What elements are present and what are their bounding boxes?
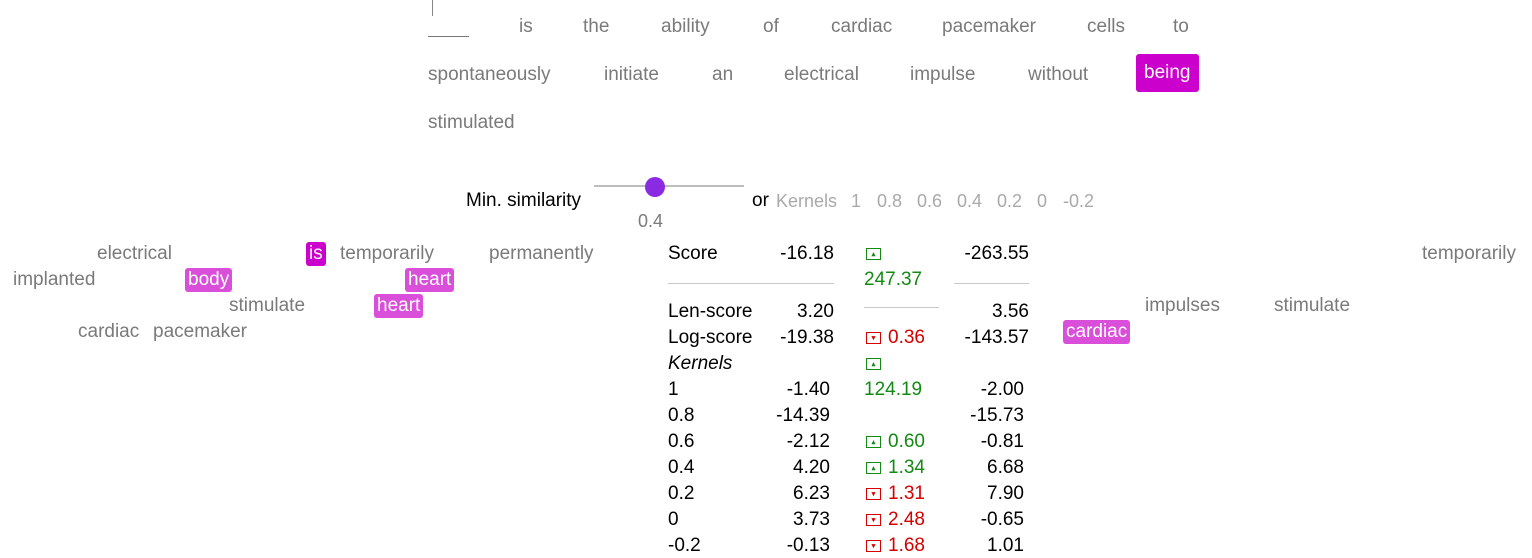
trend-down-icon: ▼ <box>866 514 881 526</box>
kernel-row-left: -1.40 <box>786 379 830 400</box>
kernel-row-diff: 2.48 <box>888 509 925 530</box>
kernel-row-right: 6.68 <box>987 457 1024 478</box>
kernel-row-right: -2.00 <box>980 379 1024 400</box>
sentence-word[interactable]: of <box>763 16 779 37</box>
cloud-word: temporarily <box>1422 243 1516 264</box>
kernel-option[interactable]: -0.2 <box>1063 191 1095 211</box>
kernels-diff: 124.19 <box>864 379 923 400</box>
trend-up-icon: ▲ <box>866 248 881 260</box>
kernel-row-label: 0.2 <box>668 483 695 504</box>
cloud-word: implanted <box>13 269 96 290</box>
cloud-word: pacemaker <box>153 321 247 342</box>
kernel-row-right: 7.90 <box>987 483 1024 504</box>
blank-slot <box>428 36 469 37</box>
len-score-left: 3.20 <box>797 301 834 322</box>
kernel-row-diff: 0.60 <box>888 431 925 452</box>
trend-up-icon: ▲ <box>866 462 881 474</box>
cloud-word: electrical <box>97 243 172 264</box>
cloud-word: stimulate <box>1274 295 1351 316</box>
kernel-row-label: -0.2 <box>668 535 701 556</box>
sentence-word[interactable]: spontaneously <box>428 64 551 85</box>
cloud-word: impulses <box>1145 295 1220 316</box>
kernel-option[interactable]: 0.4 <box>957 191 983 211</box>
sentence-word[interactable]: electrical <box>784 64 859 85</box>
trend-up-icon: ▲ <box>866 436 881 448</box>
sentence-word-selected[interactable]: being <box>1136 54 1199 92</box>
sentence-word[interactable]: cells <box>1087 16 1126 37</box>
log-score-left: -19.38 <box>780 327 834 348</box>
or-label: or <box>752 190 769 211</box>
score-left: -16.18 <box>780 243 834 264</box>
sentence-word[interactable]: an <box>712 64 734 85</box>
kernel-row-right: 1.01 <box>987 535 1024 556</box>
kernel-row-right: -0.65 <box>980 509 1024 530</box>
divider <box>954 283 1029 284</box>
divider <box>864 307 939 308</box>
sentence-word[interactable]: is <box>519 16 533 37</box>
kernel-row-label: 0.6 <box>668 431 695 452</box>
sentence-word[interactable]: stimulated <box>428 112 515 133</box>
sentence-word[interactable]: ability <box>661 16 710 37</box>
kernel-row-label: 0 <box>668 509 679 530</box>
cloud-word-highlight: is <box>306 242 326 266</box>
kernel-option[interactable]: 1 <box>851 191 862 211</box>
kernel-row-left: -14.39 <box>776 405 830 426</box>
divider <box>668 283 834 284</box>
trend-down-icon: ▼ <box>866 488 881 500</box>
kernel-option[interactable]: 0.6 <box>917 191 943 211</box>
text-caret <box>432 0 433 16</box>
cloud-word: permanently <box>489 243 594 264</box>
kernel-row-label: 1 <box>668 379 679 400</box>
kernel-row-label: 0.8 <box>668 405 695 426</box>
sentence-word[interactable]: pacemaker <box>942 16 1036 37</box>
kernel-row-left: -0.13 <box>786 535 830 556</box>
kernel-row-label: 0.4 <box>668 457 695 478</box>
sentence-word[interactable]: without <box>1028 64 1089 85</box>
sentence-word[interactable]: the <box>583 16 610 37</box>
log-score-diff: 0.36 <box>888 327 925 348</box>
log-score-label: Log-score <box>668 327 753 348</box>
kernel-row-right: -0.81 <box>980 431 1024 452</box>
len-score-right: 3.56 <box>992 301 1029 322</box>
kernel-row-left: -2.12 <box>786 431 830 452</box>
cloud-word-highlight: cardiac <box>1063 320 1131 344</box>
kernel-option[interactable]: 0 <box>1037 191 1048 211</box>
kernel-option[interactable]: 0.2 <box>997 191 1023 211</box>
min-similarity-label: Min. similarity <box>466 190 582 211</box>
score-diff: 247.37 <box>864 269 923 290</box>
cloud-word-highlight: heart <box>374 294 424 318</box>
cloud-word: stimulate <box>229 295 306 316</box>
kernel-option[interactable]: 0.8 <box>877 191 903 211</box>
sentence-word[interactable]: initiate <box>604 64 659 85</box>
cloud-word-highlight: heart <box>405 268 455 292</box>
trend-down-icon: ▼ <box>866 540 881 552</box>
kernel-row-diff: 1.68 <box>888 535 925 556</box>
kernel-row-left: 3.73 <box>793 509 830 530</box>
min-similarity-slider-thumb[interactable] <box>645 177 665 197</box>
cloud-word: temporarily <box>340 243 434 264</box>
kernel-row-right: -15.73 <box>970 405 1024 426</box>
sentence-word[interactable]: cardiac <box>831 16 893 37</box>
kernels-label: Kernels <box>776 191 838 211</box>
kernel-row-left: 6.23 <box>793 483 830 504</box>
len-score-label: Len-score <box>668 301 753 322</box>
kernel-row-diff: 1.34 <box>888 457 925 478</box>
score-right: -263.55 <box>964 243 1029 264</box>
kernel-row-left: 4.20 <box>793 457 830 478</box>
sentence-word[interactable]: impulse <box>910 64 976 85</box>
sentence-word[interactable]: to <box>1173 16 1189 37</box>
trend-down-icon: ▼ <box>866 332 881 344</box>
log-score-right: -143.57 <box>964 327 1029 348</box>
kernels-header: Kernels <box>668 353 733 374</box>
score-label: Score <box>668 243 718 264</box>
kernel-row-diff: 1.31 <box>888 483 925 504</box>
trend-up-icon: ▲ <box>866 358 881 370</box>
cloud-word-highlight: body <box>185 268 233 292</box>
min-similarity-slider-track[interactable] <box>594 185 744 187</box>
min-similarity-value: 0.4 <box>638 211 664 231</box>
cloud-word: cardiac <box>78 321 140 342</box>
